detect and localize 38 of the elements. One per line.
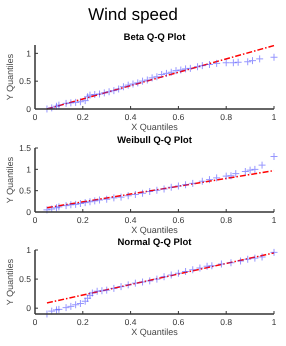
y-tick-label: 0.5 (19, 274, 32, 284)
x-tick-label: 0 (32, 112, 38, 122)
x-axis-title: X Quantiles (131, 122, 178, 132)
x-tick-label: 0 (32, 317, 38, 327)
x-axis-title: X Quantiles (131, 327, 178, 337)
x-tick-label: 0.6 (172, 317, 185, 327)
y-axis-title: Y Quantiles (5, 156, 15, 204)
y-tick-label: 1 (26, 48, 32, 58)
chart-subtitle: Beta Q-Q Plot (124, 32, 186, 43)
x-tick-label: 0.8 (220, 215, 232, 225)
y-axis-title: Y Quantiles (5, 258, 15, 306)
x-tick-label: 0 (32, 215, 38, 225)
x-tick-label: 0.2 (76, 215, 89, 225)
x-tick-label: 0.8 (220, 112, 232, 122)
x-tick-label: 0.6 (172, 112, 185, 122)
x-tick-label: 1 (272, 215, 277, 225)
y-tick-label: 0.5 (19, 186, 32, 196)
x-tick-label: 1 (272, 317, 277, 327)
x-tick-label: 0.6 (172, 215, 185, 225)
chart-title: Normal Q-Q Plot (118, 237, 192, 248)
x-tick-label: 0.2 (76, 112, 89, 122)
chart-title: Wind speed (88, 5, 178, 24)
x-tick-label: 0.4 (124, 317, 137, 327)
y-tick-label: 0 (26, 207, 32, 217)
y-tick-label: 0.5 (19, 76, 32, 86)
y-tick-label: 0 (26, 303, 32, 314)
x-tick-label: 0.2 (76, 317, 89, 327)
x-tick-label: 0.4 (124, 215, 137, 225)
x-tick-label: 0.4 (124, 112, 137, 122)
y-tick-label: 1.5 (19, 143, 32, 153)
y-axis-title: Y Quantiles (5, 53, 15, 100)
y-tick-label: 1 (26, 164, 32, 174)
y-tick-label: 1 (26, 245, 32, 255)
chart-title: Weibull Q-Q Plot (117, 135, 193, 146)
x-axis-title: X Quantiles (131, 225, 178, 235)
y-tick-label: 0 (26, 104, 32, 114)
x-tick-label: 0.8 (220, 317, 232, 327)
x-tick-label: 1 (272, 112, 277, 122)
